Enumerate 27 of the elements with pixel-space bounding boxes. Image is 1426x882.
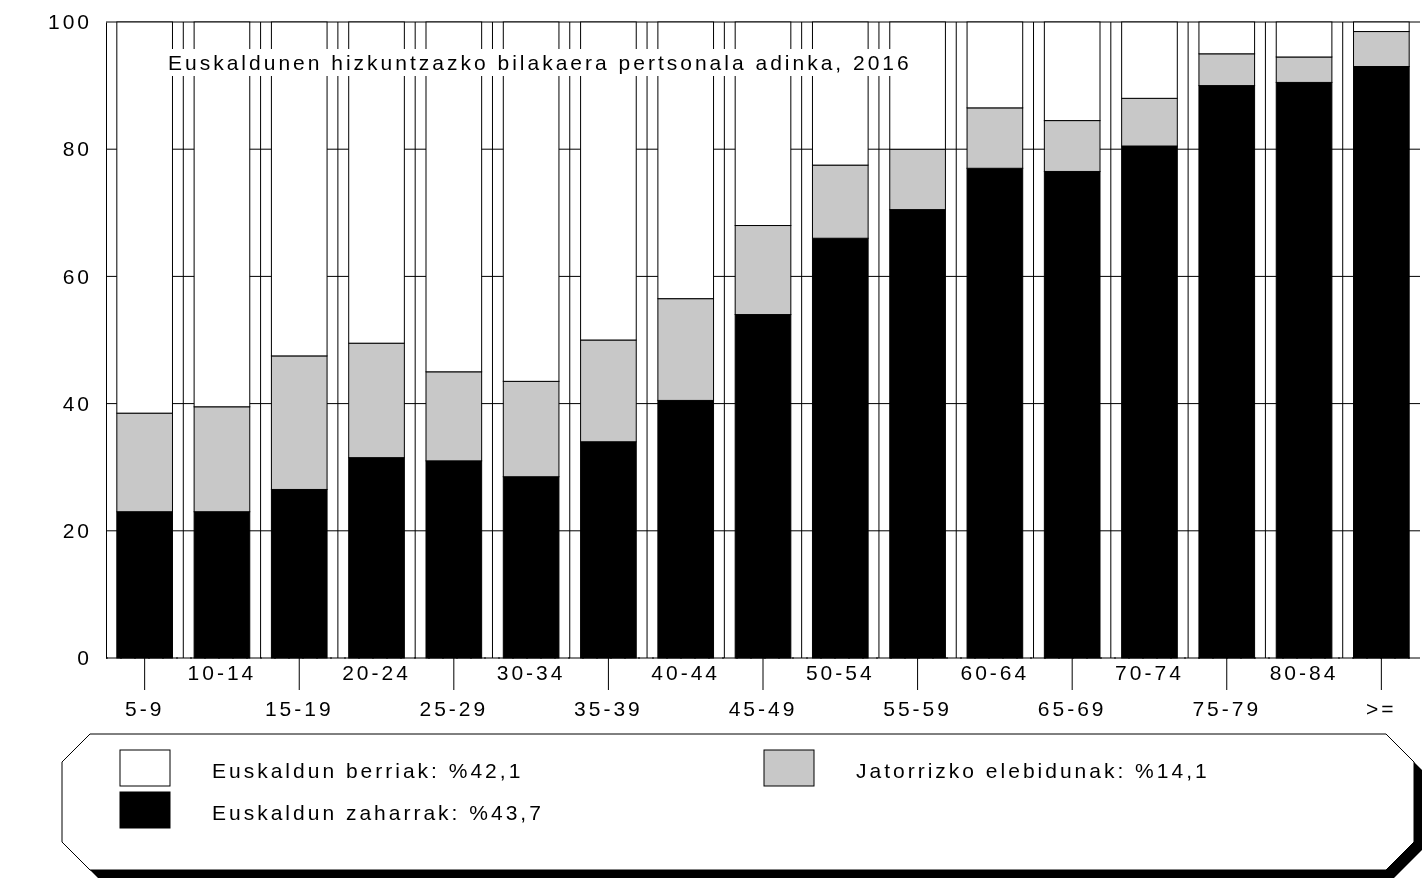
text: Euskaldunen hizkuntzazko bilakaera pertsonala adinka, 2016 — [168, 51, 912, 74]
y-tick-label: 80 — [62, 137, 92, 161]
legend-label: Euskaldun berriak: %42,1 — [212, 759, 524, 782]
x-tick-label: 60-64 — [960, 661, 1030, 684]
x-tick-label: 40-44 — [651, 661, 721, 684]
x-tick-label: 80-84 — [1269, 661, 1339, 684]
x-tick-label: 15-19 — [264, 697, 334, 720]
x-tick-label: 10-14 — [187, 661, 257, 684]
legend-label: Euskaldun zaharrak: %43,7 — [212, 801, 544, 824]
y-tick-label: 60 — [62, 264, 92, 288]
x-tick-label: 25-29 — [419, 697, 489, 720]
x-tick-label: 5-9 — [124, 697, 165, 720]
x-tick-label: 45-49 — [728, 697, 798, 720]
x-tick-label: >= — [1366, 697, 1397, 720]
x-tick-label: 20-24 — [342, 661, 411, 684]
x-tick-label: 75-79 — [1192, 697, 1262, 720]
y-tick-label: 40 — [62, 391, 92, 415]
x-tick-label: 30-34 — [496, 661, 566, 684]
y-tick-label: 100 — [47, 10, 92, 34]
x-tick-label: 35-39 — [574, 697, 643, 720]
x-tick-label: 50-54 — [805, 661, 875, 684]
x-tick-label: 65-69 — [1037, 697, 1107, 720]
x-tick-label: 70-74 — [1115, 661, 1184, 684]
legend-label: Jatorrizko elebidunak: %14,1 — [856, 759, 1210, 782]
x-tick-label: 55-59 — [883, 697, 952, 720]
y-tick-label: 20 — [62, 519, 92, 543]
y-tick-label: 0 — [77, 646, 92, 670]
